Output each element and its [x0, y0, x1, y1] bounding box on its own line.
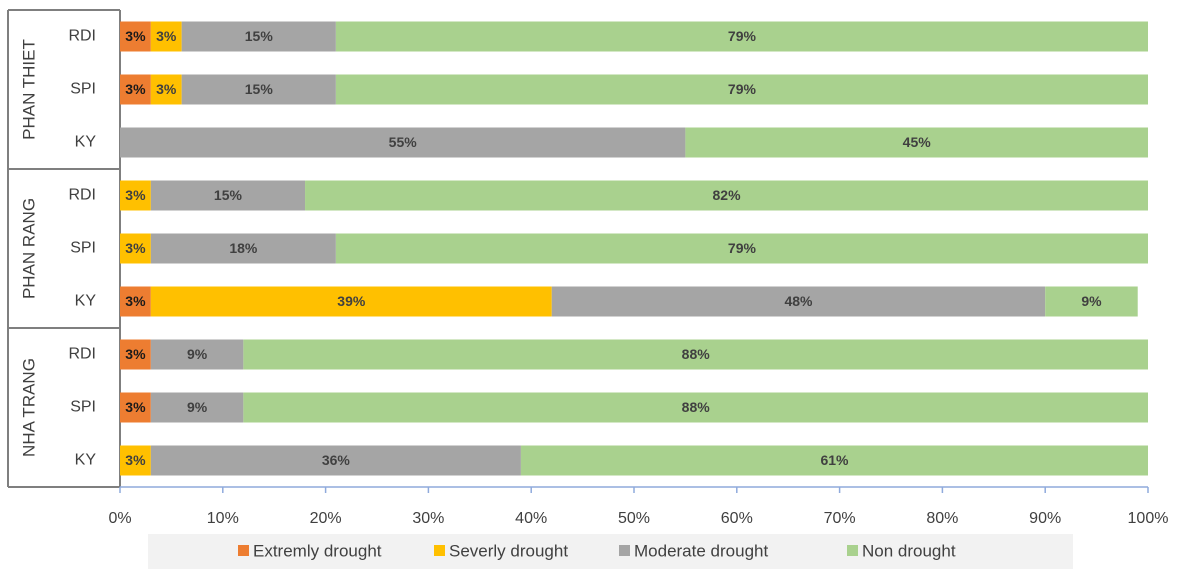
category-label: RDI: [68, 187, 96, 204]
data-label: 15%: [245, 81, 274, 97]
category-label: SPI: [70, 399, 96, 416]
bar-segment: [1045, 286, 1138, 317]
legend-swatch: [847, 545, 858, 556]
data-label: 3%: [125, 452, 146, 468]
data-label: 55%: [389, 134, 418, 150]
bar-segment: [120, 339, 151, 370]
group-label: NHA TRANG: [19, 358, 38, 457]
data-label: 3%: [125, 240, 146, 256]
data-label: 3%: [125, 187, 146, 203]
group-label: PHAN RANG: [19, 198, 38, 299]
group-label: PHAN THIET: [19, 39, 38, 140]
bar-segment: [243, 392, 1149, 423]
bar-segment: [150, 392, 244, 423]
bar-segment: [150, 286, 552, 317]
legend-label: Severly drought: [449, 541, 568, 560]
data-label: 3%: [156, 28, 177, 44]
legend-swatch: [619, 545, 630, 556]
data-label: 39%: [337, 293, 366, 309]
x-tick-label: 50%: [618, 510, 650, 527]
x-tick-label: 80%: [926, 510, 958, 527]
bar-segment: [520, 445, 1148, 476]
bar-segment: [335, 21, 1148, 52]
bar-segment: [120, 74, 151, 105]
data-label: 9%: [187, 399, 208, 415]
bar-segment: [120, 233, 151, 264]
bar-segment: [551, 286, 1046, 317]
bar-segment: [120, 286, 151, 317]
data-label: 79%: [728, 81, 757, 97]
legend-swatch: [238, 545, 249, 556]
x-tick-label: 30%: [412, 510, 444, 527]
data-label: 3%: [125, 346, 146, 362]
data-label: 48%: [784, 293, 813, 309]
x-tick-label: 100%: [1128, 510, 1169, 527]
x-tick-label: 0%: [108, 510, 131, 527]
legend-swatch: [434, 545, 445, 556]
bar-segment: [181, 74, 336, 105]
bar-segment: [685, 127, 1148, 158]
data-label: 3%: [125, 28, 146, 44]
bar-segment: [150, 180, 306, 211]
data-label: 61%: [820, 452, 849, 468]
bar-segment: [150, 74, 182, 105]
category-label: KY: [75, 134, 97, 151]
bar-segment: [150, 339, 244, 370]
data-label: 3%: [156, 81, 177, 97]
x-tick-label: 90%: [1029, 510, 1061, 527]
data-label: 36%: [322, 452, 351, 468]
data-label: 88%: [682, 399, 711, 415]
x-tick-label: 20%: [310, 510, 342, 527]
bar-segment: [120, 445, 151, 476]
bar-segment: [150, 21, 182, 52]
bar-segment: [335, 74, 1148, 105]
data-label: 9%: [187, 346, 208, 362]
bar-segment: [120, 21, 151, 52]
x-tick-label: 40%: [515, 510, 547, 527]
x-tick-label: 10%: [207, 510, 239, 527]
data-label: 79%: [728, 240, 757, 256]
data-label: 18%: [229, 240, 258, 256]
bar-segment: [120, 180, 151, 211]
data-label: 82%: [713, 187, 742, 203]
category-label: SPI: [70, 81, 96, 98]
legend-label: Moderate drought: [634, 541, 768, 560]
category-label: SPI: [70, 240, 96, 257]
data-label: 3%: [125, 399, 146, 415]
category-label: KY: [75, 293, 97, 310]
bar-segment: [150, 445, 521, 476]
legend-label: Extremly drought: [253, 541, 382, 560]
bar-segment: [335, 233, 1148, 264]
bar-segment: [120, 127, 686, 158]
bar-segment: [150, 233, 336, 264]
bar-segment: [305, 180, 1148, 211]
bar-segment: [243, 339, 1149, 370]
data-label: 3%: [125, 81, 146, 97]
bar-segment: [120, 392, 151, 423]
data-label: 3%: [125, 293, 146, 309]
x-tick-label: 70%: [824, 510, 856, 527]
bar-segment: [181, 21, 336, 52]
data-label: 88%: [682, 346, 711, 362]
x-tick-label: 60%: [721, 510, 753, 527]
category-label: RDI: [68, 346, 96, 363]
data-label: 15%: [245, 28, 274, 44]
category-label: RDI: [68, 28, 96, 45]
data-label: 79%: [728, 28, 757, 44]
data-label: 15%: [214, 187, 243, 203]
legend-box: [148, 534, 1073, 569]
category-label: KY: [75, 452, 97, 469]
data-label: 9%: [1081, 293, 1102, 309]
legend-label: Non drought: [862, 541, 956, 560]
data-label: 45%: [903, 134, 932, 150]
